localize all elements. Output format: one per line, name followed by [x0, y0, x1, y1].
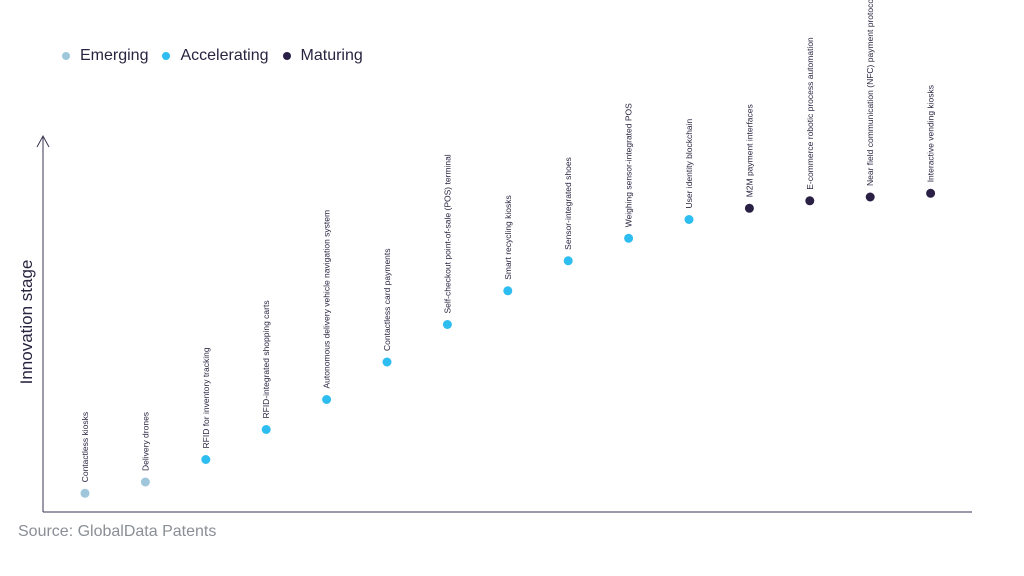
legend-item-accelerating: Accelerating [162, 47, 269, 65]
data-point [140, 477, 150, 487]
data-point-label: Self-checkout point-of-sale (POS) termin… [442, 154, 452, 313]
data-point [382, 357, 392, 367]
chart-axes [36, 134, 972, 513]
source-note: Source: GlobalData Patents [18, 523, 217, 540]
data-point [624, 233, 634, 243]
data-point [684, 215, 694, 224]
data-point-label: Contactless card payments [382, 248, 392, 351]
legend-label-emerging: Emerging [80, 47, 149, 64]
data-point [744, 203, 754, 213]
data-point [563, 256, 573, 266]
data-point [805, 196, 815, 206]
data-point [442, 320, 452, 329]
legend-item-emerging: Emerging [62, 47, 148, 65]
y-axis-arrow-icon [36, 134, 50, 148]
data-point [865, 192, 875, 202]
data-point [926, 188, 936, 198]
data-point-label: User identity blockchain [684, 118, 694, 208]
legend-dot-emerging [62, 52, 70, 60]
data-point-label: Sensor-integrated shoes [563, 157, 573, 250]
data-point [80, 488, 90, 498]
chart-marks: Contactless kiosks Delivery drones RFID fo… [80, 0, 936, 498]
legend-dot-maturing [282, 52, 291, 60]
legend-item-maturing: Maturing [282, 47, 363, 65]
data-point-label: RFID-integrated shopping carts [261, 300, 271, 418]
data-point-label: Contactless kiosks [80, 412, 90, 482]
data-point-label: Smart recycling kiosks [503, 195, 513, 280]
data-point-label: Weighing sensor-integrated POS [624, 103, 634, 227]
y-axis-label: Innovation stage [17, 260, 36, 385]
legend-label-accelerating: Accelerating [180, 47, 269, 64]
data-point [261, 425, 271, 434]
data-point-label: RFID for inventory tracking [201, 347, 211, 448]
data-point [201, 455, 211, 464]
legend-dot-accelerating [162, 52, 171, 60]
data-point-label: Autonomous delivery vehicle navigation s… [322, 210, 332, 389]
data-point-label: M2M payment interfaces [744, 104, 754, 197]
data-point-label: E-commerce robotic process automation [805, 37, 815, 190]
chart-legend: Emerging Accelerating Maturing [62, 45, 363, 67]
data-point [322, 395, 332, 404]
data-point-label: Interactive vending kiosks [926, 85, 936, 182]
data-point-label: Near field communication (NFC) payment p… [865, 0, 875, 186]
data-point [503, 286, 513, 296]
legend-label-maturing: Maturing [300, 47, 363, 64]
data-point-label: Delivery drones [140, 412, 150, 471]
